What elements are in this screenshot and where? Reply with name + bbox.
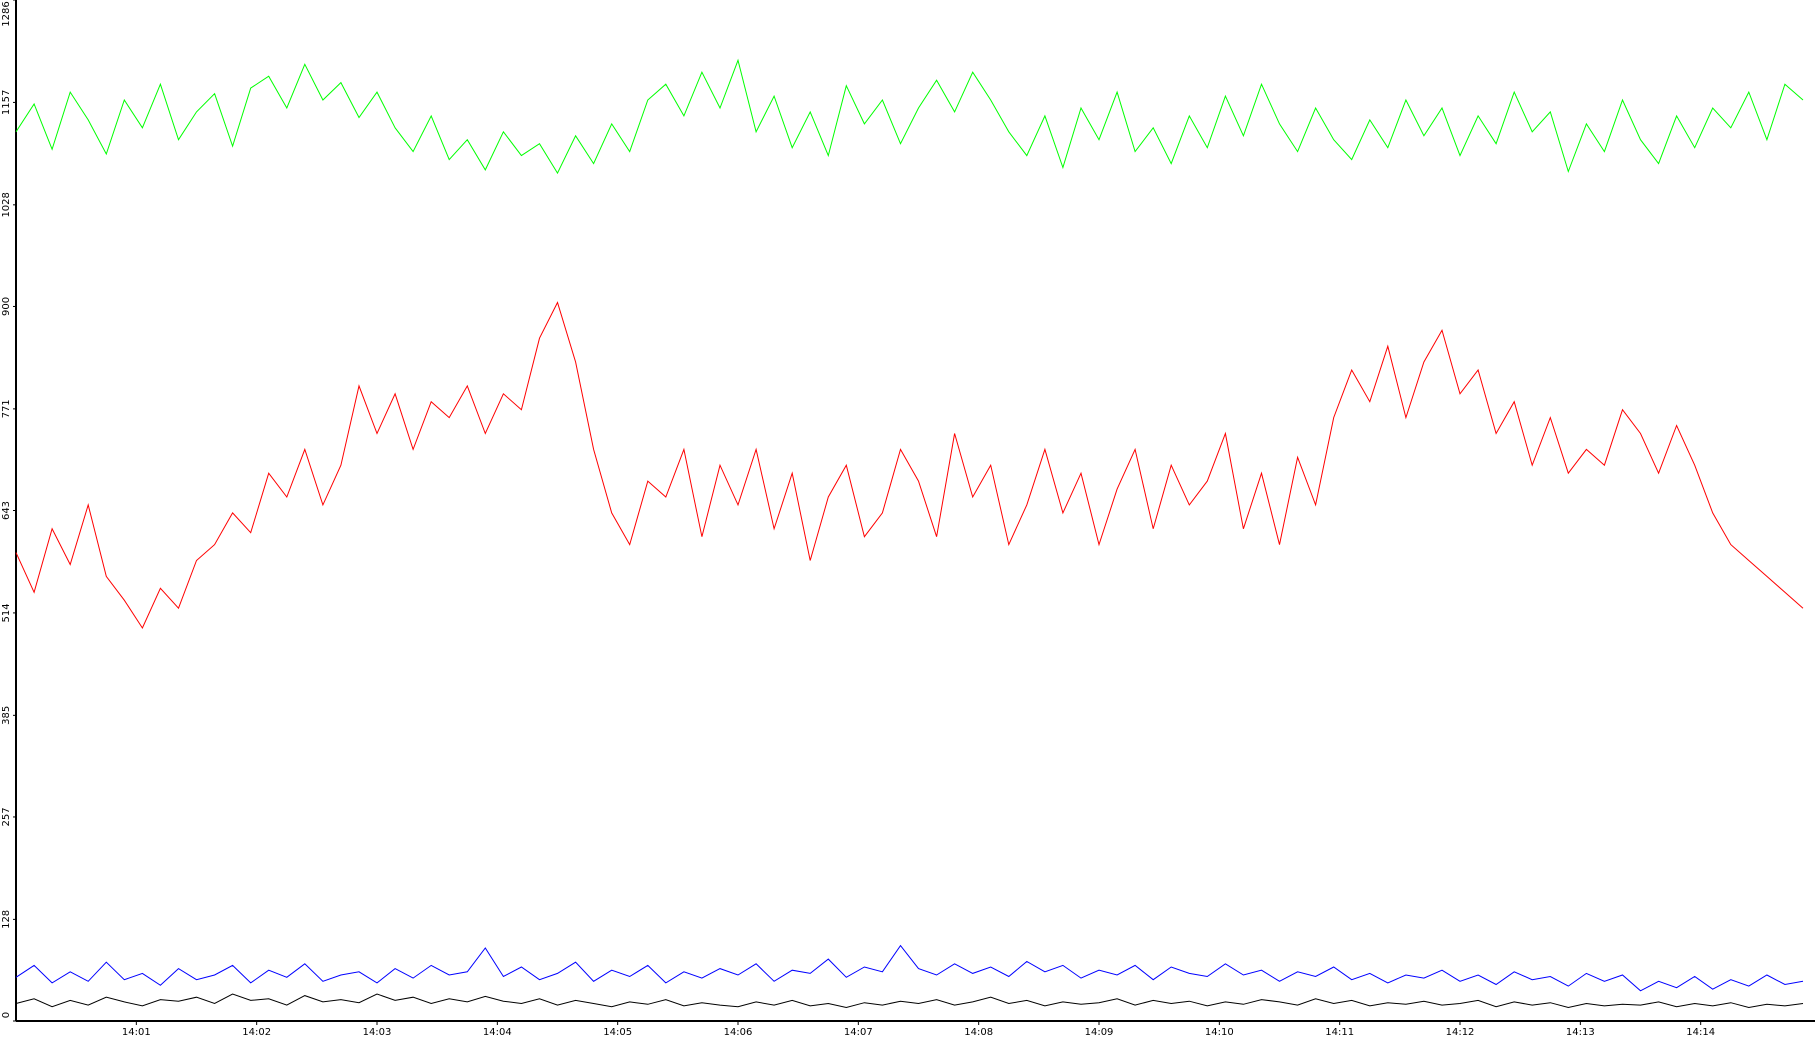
x-tick-label: 14:07 (844, 1027, 873, 1038)
x-tick-label: 14:03 (363, 1027, 392, 1038)
x-tick-label: 14:08 (964, 1027, 993, 1038)
y-tick-label: 1286 (1, 1, 12, 26)
line-series (15, 301, 1804, 630)
y-tick-label: 514 (1, 603, 12, 622)
y-tick-label: 0 (1, 1012, 12, 1018)
y-tick-label: 643 (1, 501, 12, 520)
y-tick-label: 128 (1, 910, 12, 929)
x-tick-label: 14:01 (122, 1027, 151, 1038)
line-series (15, 993, 1804, 1009)
x-tick-label: 14:14 (1686, 1027, 1715, 1038)
x-tick-label: 14:11 (1325, 1027, 1354, 1038)
x-tick-label: 14:10 (1205, 1027, 1234, 1038)
y-tick-label: 900 (1, 297, 12, 316)
line-series (15, 58, 1804, 175)
y-tick-label: 257 (1, 807, 12, 826)
y-tick-label: 771 (1, 399, 12, 418)
x-tick-label: 14:05 (603, 1027, 632, 1038)
y-tick-label: 1157 (1, 90, 12, 115)
y-tick-label: 1028 (1, 192, 12, 217)
x-tick-label: 14:04 (483, 1027, 512, 1038)
y-tick-label: 385 (1, 706, 12, 725)
x-tick-label: 14:13 (1566, 1027, 1595, 1038)
x-tick-label: 14:02 (242, 1027, 271, 1038)
x-tick-label: 14:09 (1085, 1027, 1114, 1038)
x-tick-label: 14:12 (1446, 1027, 1475, 1038)
x-tick-label: 14:06 (724, 1027, 753, 1038)
line-series (15, 944, 1804, 992)
